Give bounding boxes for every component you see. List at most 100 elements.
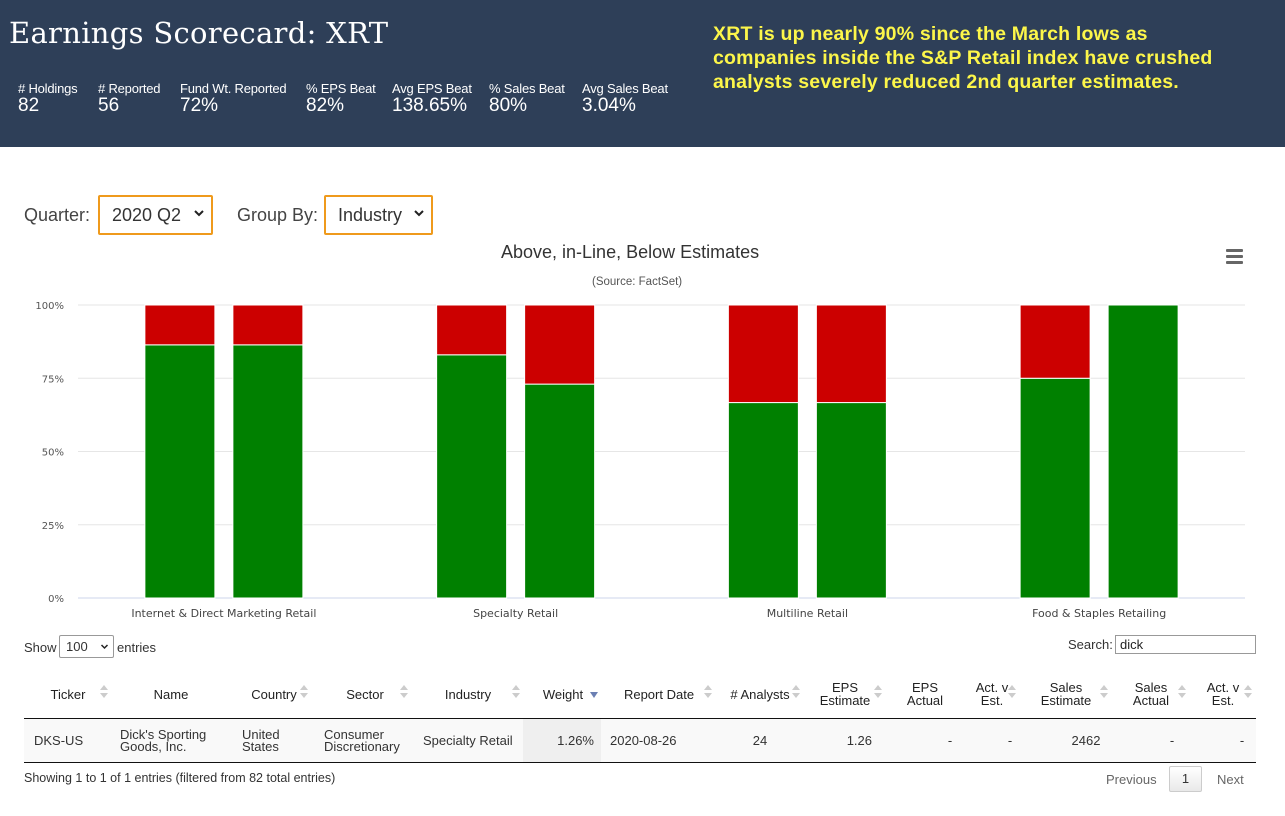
x-category-label: Multiline Retail [767,607,848,620]
bar-segment[interactable] [1107,304,1179,599]
table-cell-9: 1.26 [846,732,872,748]
header-banner: Earnings Scorecard: XRT # Holdings 82 # … [0,0,1285,147]
stat-label: Fund Wt. Reported [180,81,287,96]
column-header-label: Sales Actual [1132,680,1170,708]
callout-text: XRT is up nearly 90% since the March low… [713,23,1213,93]
sort-icon [1244,685,1252,698]
column-header-label: Report Date [623,686,695,702]
y-tick-label: 25% [42,521,64,532]
stat-value: 3.04% [582,95,636,116]
group-by-select[interactable]: Industry [324,195,433,235]
next-page-button[interactable]: Next [1217,772,1244,787]
search-input[interactable] [1115,635,1256,654]
table-cell-6: 1.26% [557,732,594,748]
bar-segment[interactable] [524,304,596,385]
column-header-label: Sales Estimate [1040,680,1092,708]
x-category-label: Internet & Direct Marketing Retail [131,607,316,620]
hamburger-icon[interactable] [1226,249,1243,264]
stat-value: 82% [306,95,345,116]
table-cell-2: Dick's Sporting Goods, Inc. [120,726,207,754]
bar-segment[interactable] [1019,304,1091,379]
stat-label: % EPS Beat [306,81,376,96]
bar-segment[interactable] [815,402,887,599]
column-header-8[interactable]: # Analysts [716,670,804,718]
stat-value: 138.65% [392,95,468,116]
column-header-7[interactable]: Report Date [602,670,716,718]
column-header-label: # Analysts [730,686,790,702]
y-tick-label: 100% [35,301,64,312]
table-cell-5: Specialty Retail [423,732,513,748]
stat-value: 56 [98,95,120,116]
bar-segment[interactable] [436,304,508,356]
column-header-label: Act. v Est. [1206,680,1240,708]
table-bottom-divider [24,762,1256,763]
column-header-2[interactable]: Name [112,670,230,718]
column-header-label: Act. v Est. [975,680,1009,708]
group-by-select-value: Industry [338,205,403,225]
chevron-down-icon [414,210,424,217]
column-header-label: Ticker [50,686,86,702]
previous-page-button[interactable]: Previous [1106,772,1157,787]
sort-icon [792,685,800,698]
page-title: Earnings Scorecard: XRT [9,16,389,50]
table-cell-10: - [947,732,953,748]
stat-avg-eps-beat: Avg EPS Beat 138.65% [392,81,472,116]
stat-label: # Reported [98,81,161,96]
column-header-14[interactable]: Act. v Est. [1190,670,1256,718]
sort-icon [512,685,520,698]
column-header-12[interactable]: Sales Estimate [1020,670,1112,718]
sorted-column-highlight [523,719,601,762]
column-header-label: EPS Estimate [819,680,871,708]
table-cell-7: 2020-08-26 [610,732,677,748]
bar-segment[interactable] [232,344,304,599]
column-header-4[interactable]: Sector [318,670,412,718]
table-cell-13: - [1169,732,1175,748]
chart-plot: 0% 25% 50% 75% 100% Internet & Direct Marketi… [35,301,1245,620]
bar-segment[interactable] [144,304,216,346]
sort-desc-icon [590,692,598,698]
column-header-3[interactable]: Country [236,670,312,718]
bar-segment[interactable] [232,304,304,346]
header-divider [24,718,1256,719]
stat-label: % Sales Beat [489,81,565,96]
column-header-label: Industry [444,686,492,702]
entries-length-value: 100 [66,639,88,654]
column-header-6[interactable]: Weight [524,670,602,718]
table-cell-12: 2462 [1071,732,1101,748]
table-cell-14: - [1239,732,1245,748]
page-1-button[interactable]: 1 [1169,766,1202,792]
bar-segment[interactable] [815,304,887,404]
chevron-down-icon [194,210,204,217]
table-row [24,719,1256,762]
column-header-9[interactable]: EPS Estimate [804,670,886,718]
stat-eps-beat: % EPS Beat 82% [306,81,376,116]
sort-icon [1008,685,1016,698]
chart-subtitle: (Source: FactSet) [592,276,683,288]
sort-icon [874,685,882,698]
stat-label: Avg Sales Beat [582,81,668,96]
table-cell-4: Consumer Discretionary [324,726,400,754]
column-header-label: EPS Actual [906,680,944,708]
y-tick-label: 75% [42,374,64,385]
quarter-select[interactable]: 2020 Q2 [98,195,213,235]
stat-avg-sales-beat: Avg Sales Beat 3.04% [582,81,668,116]
column-header-11[interactable]: Act. v Est. [964,670,1020,718]
bar-segment[interactable] [1019,377,1091,599]
sort-icon [400,685,408,698]
stat-value: 72% [180,95,219,116]
column-header-1[interactable]: Ticker [24,670,112,718]
column-header-10[interactable]: EPS Actual [886,670,964,718]
column-header-label: Sector [346,686,384,702]
bar-segment[interactable] [144,344,216,599]
bar-segment[interactable] [436,354,508,599]
column-header-5[interactable]: Industry [412,670,524,718]
table-cell-1: DKS-US [34,732,84,748]
bar-segment[interactable] [524,383,596,599]
chevron-down-icon [100,644,109,650]
bar-segment[interactable] [727,304,799,404]
column-header-13[interactable]: Sales Actual [1112,670,1190,718]
sort-icon [704,685,712,698]
bar-segment[interactable] [727,402,799,599]
entries-length-select[interactable]: 100 [59,635,114,658]
column-header-label: Country [251,686,297,702]
